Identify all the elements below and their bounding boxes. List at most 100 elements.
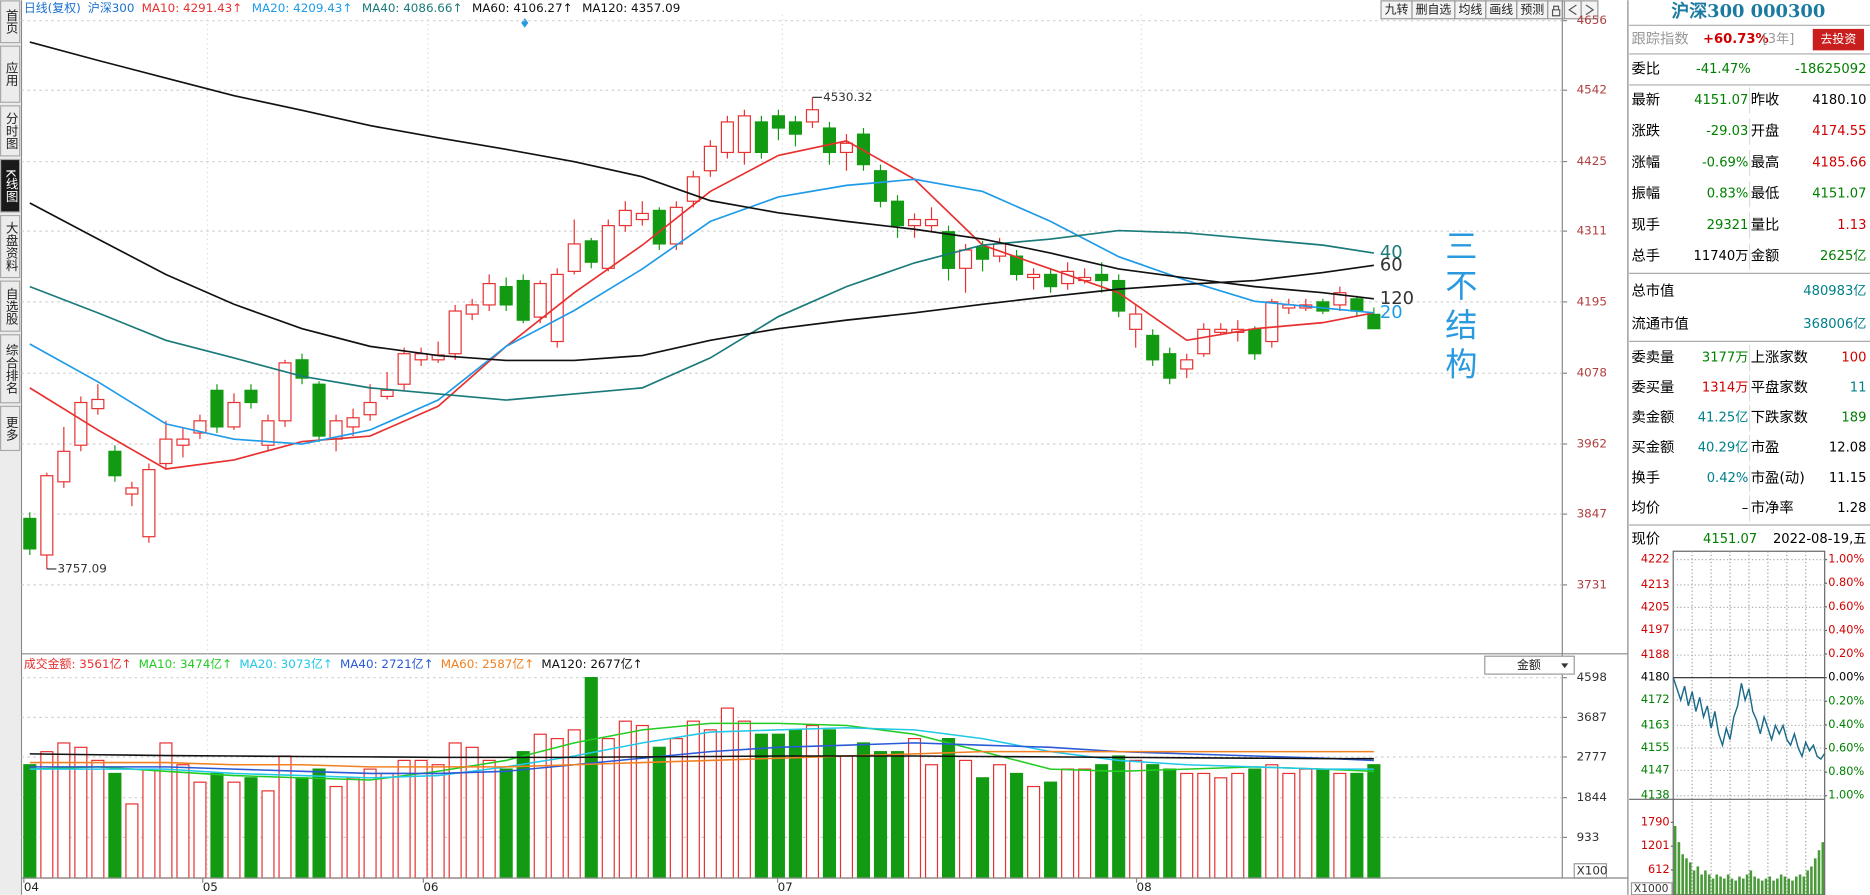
legend-entry: MA10: 4291.43↑ [142,1,243,15]
candle-body [805,109,819,123]
volume-bar [227,781,241,879]
legend-entry: MA40: 2721亿↑ [340,657,434,671]
ma-end-label: 40 [1380,242,1403,263]
panel-label: 委比 [1631,60,1660,77]
candle-body [1112,279,1126,312]
volume-bar [1333,772,1347,879]
sidebar-tab[interactable] [0,0,21,44]
panel-label: 上涨家数 [1751,349,1808,366]
candle-body [533,282,547,318]
sidebar-tab[interactable] [0,158,21,213]
sidebar-tab-label[interactable]: 分时图 [4,112,19,150]
volume-bar [1367,764,1381,879]
y-tick-label: 3962 [1577,436,1607,450]
toolbar-button-label[interactable]: 画线 [1489,2,1513,16]
intraday-volume-bar [1813,858,1817,895]
panel-value: 0.42% [1707,471,1749,486]
panel-label: 买金额 [1631,439,1674,456]
candle-body [346,417,360,428]
panel-label: 卖金额 [1631,409,1674,426]
annotation-label: 4530.32 [823,90,872,104]
candle-body [1180,359,1194,370]
panel-label: 总手 [1631,248,1660,265]
sidebar-tab-label[interactable]: 综合排名 [4,344,19,395]
panel-value: 2625亿 [1820,248,1866,264]
panel-label: 最低 [1751,185,1780,202]
panel-value: 4174.55 [1812,124,1866,139]
candle-body [635,212,649,221]
selector[interactable] [1484,655,1575,675]
sidebar-tab-label[interactable]: 大盘资料 [4,221,19,272]
candle-body [227,401,241,428]
volume-ma-line [29,742,1374,775]
intraday-volume-bar [1715,874,1719,895]
sidebar-tab[interactable] [0,280,21,332]
sidebar-tab-label[interactable]: 首页 [4,9,19,35]
candle-body [754,121,768,154]
panel-label: 下跌家数 [1751,409,1808,426]
chart-subtitle: 沪深300 [88,1,135,15]
panel-label: 最高 [1751,154,1780,171]
panel-label: 涨幅 [1631,154,1660,171]
volume-bar [873,751,888,879]
sidebar-tab[interactable] [0,405,21,452]
annotation-label: 3757.09 [58,561,107,575]
intraday-volume-bar [1768,876,1772,895]
panel-label: 市盈 [1751,439,1780,456]
intraday-volume-bar [1810,866,1813,895]
toolbar-icon-glyph [1585,4,1595,16]
toolbar-button-label[interactable]: 均线 [1458,2,1482,16]
candle-body [703,145,717,172]
intraday-volume-bar [1745,874,1749,895]
panel-value: 4185.66 [1812,155,1866,170]
toolbar-button-label[interactable]: 九转 [1385,2,1409,16]
volume-y-tick-label: 1201 [1641,838,1670,852]
intraday-title: 现价 [1631,531,1660,547]
volume-bar [431,764,445,879]
volume-bar [1078,768,1092,879]
intraday-volume-bar [1787,878,1791,895]
volume-bar [40,751,54,879]
volume-bar [567,729,581,879]
y2-tick-label: 0.60% [1828,741,1864,755]
sidebar-tab[interactable] [0,105,21,157]
volume-bar [737,720,751,879]
candle-body [924,218,939,227]
toolbar-icon-forward[interactable] [1580,0,1599,20]
y2-tick-label: 1.00% [1828,788,1864,802]
sidebar-tab-label[interactable]: 应用 [4,61,19,89]
sidebar-tab[interactable] [0,45,21,103]
volume-bar [363,768,377,879]
intraday-volume-bar [1692,870,1696,895]
volume-bar [788,729,802,879]
intraday-volume-bar [1677,842,1681,895]
volume-bar [499,768,513,879]
volume-bar [482,759,496,879]
unit-label: X100 [1577,863,1608,877]
y2-tick-label: 0.40% [1828,622,1864,636]
selector-label[interactable]: 金额 [1517,658,1541,672]
sidebar-tab-label[interactable]: 更多 [4,416,19,442]
candle-body [1265,301,1279,343]
candle-body [788,121,802,135]
volume-y-tick-label: 1790 [1641,814,1670,828]
invest-button-label[interactable]: 去投资 [1821,32,1857,46]
sidebar-tab-label[interactable]: K线图 [4,169,19,203]
candle-body [652,209,666,245]
panel-label: 平盘家数 [1751,378,1808,396]
panel-label: 市净率 [1751,499,1794,516]
volume-bar [261,790,275,879]
panel-label: 现手 [1631,216,1660,233]
y2-tick-label: 0.20% [1828,646,1864,660]
toolbar-button-label[interactable]: 预测 [1520,2,1544,16]
sidebar-tab-label[interactable]: 自选股 [4,287,19,325]
candle-body [584,240,598,263]
sidebar-tab[interactable] [0,214,21,279]
sidebar-tab[interactable] [0,334,21,404]
candle-body [720,121,734,154]
invest-button[interactable] [1812,28,1865,51]
toolbar-button-label[interactable]: 删自选 [1416,2,1452,16]
volume-ma-line [29,753,1374,760]
volume-bar [1299,768,1313,879]
